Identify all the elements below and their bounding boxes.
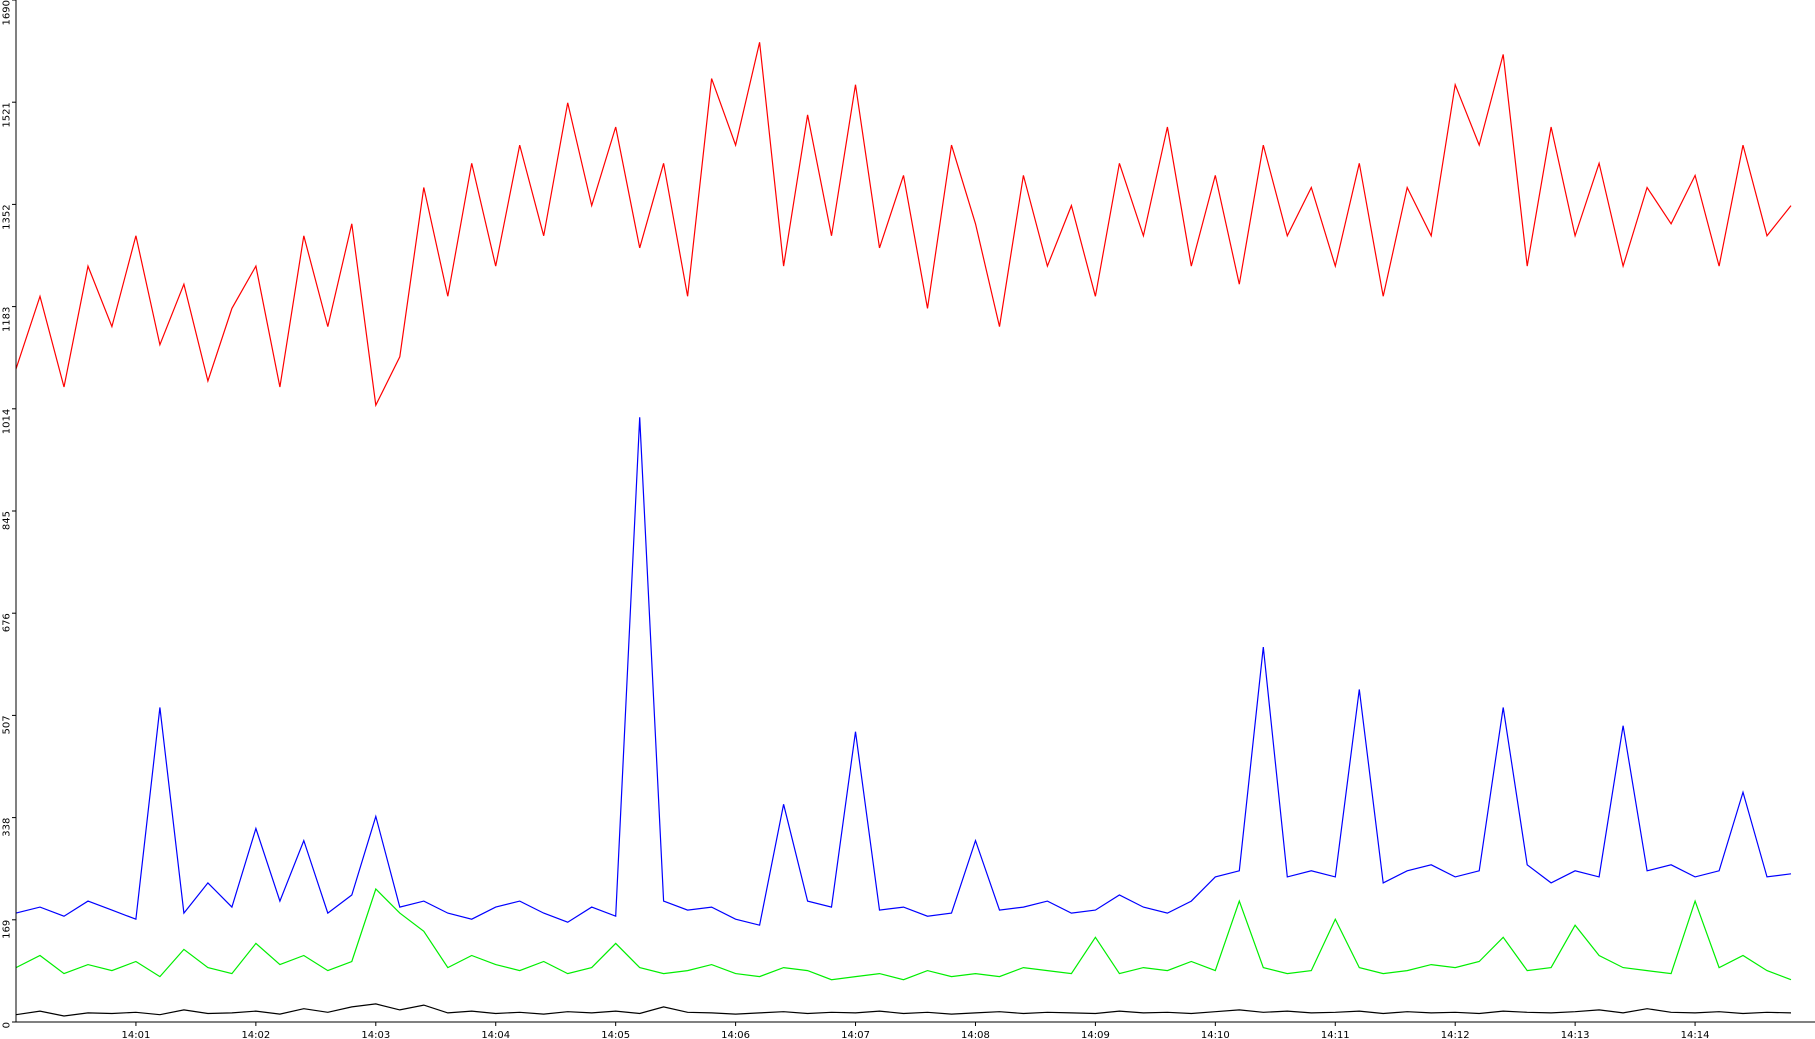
y-tick-label: 1352 <box>1 204 12 229</box>
y-tick-label: 507 <box>1 715 12 734</box>
x-tick-label: 14:10 <box>1201 1030 1230 1039</box>
series-line <box>15 42 1792 408</box>
y-tick-label: 338 <box>1 818 12 837</box>
x-tick-label: 14:11 <box>1321 1030 1350 1039</box>
y-tick-label: 1690 <box>1 0 12 25</box>
x-tick-label: 14:06 <box>721 1030 750 1039</box>
y-tick-label: 676 <box>1 613 12 632</box>
x-tick-label: 14:01 <box>122 1030 151 1039</box>
series-line <box>15 417 1792 926</box>
x-tick-label: 14:09 <box>1081 1030 1110 1039</box>
y-tick-label: 169 <box>1 920 12 939</box>
x-tick-label: 14:13 <box>1561 1030 1590 1039</box>
x-tick-label: 14:04 <box>481 1030 510 1039</box>
y-tick-label: 1183 <box>1 307 12 332</box>
y-tick-label: 1014 <box>1 409 12 434</box>
x-tick-label: 14:03 <box>361 1030 390 1039</box>
y-tick-label: 1521 <box>1 102 12 127</box>
x-tick-label: 14:05 <box>601 1030 630 1039</box>
x-tick-label: 14:02 <box>241 1030 270 1039</box>
x-tick-label: 14:08 <box>961 1030 990 1039</box>
series-line <box>15 1003 1792 1017</box>
y-tick-label: 845 <box>1 511 12 530</box>
x-tick-label: 14:14 <box>1681 1030 1710 1039</box>
series-line <box>15 887 1792 981</box>
y-tick-label: 0 <box>1 1022 12 1028</box>
x-tick-label: 14:07 <box>841 1030 870 1039</box>
x-tick-label: 14:12 <box>1441 1030 1470 1039</box>
